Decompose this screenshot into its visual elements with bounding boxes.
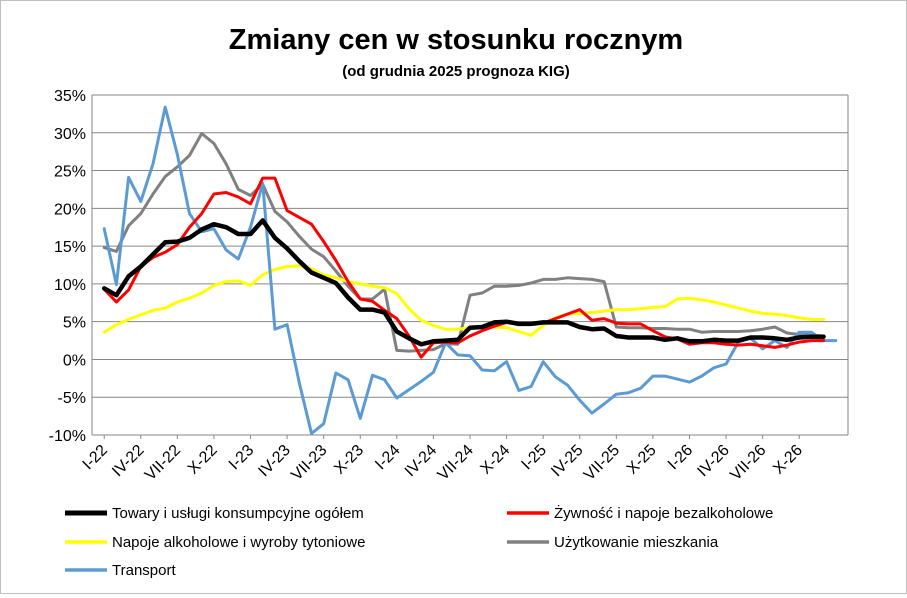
y-tick-label: -10% [49,428,86,445]
x-tick-label: VII-23 [288,442,330,484]
x-tick-label: X-23 [331,442,367,478]
x-tick-label: VII-22 [142,442,184,484]
series-line-4 [102,105,838,435]
y-tick-label: 35% [54,88,86,105]
series-lines [101,105,838,435]
chart-title: Zmiany cen w stosunku rocznym [229,24,683,56]
y-tick-label: 20% [54,201,86,218]
x-tick-label: X-25 [624,442,660,478]
x-tick-label: I-24 [372,442,404,474]
series-line-2 [102,264,826,337]
x-tick-label: X-24 [477,442,513,478]
y-tick-label: 10% [54,277,86,294]
chart-subtitle: (od grudnia 2025 prognoza KIG) [342,63,570,80]
x-tick-label: VII-25 [581,442,623,484]
y-tick-label: 25% [54,164,86,181]
x-tick-label: I-26 [665,442,697,474]
legend-label: Żywność i napoje bezalkoholowe [554,504,773,522]
y-axis-ticks: 35% 30% 25% 20% 15% 10% 5% 0% -5% -10% [49,88,86,445]
x-tick-label: IV-26 [694,442,733,481]
legend-label: Użytkowanie mieszkania [554,534,719,551]
series-line-3 [102,132,826,353]
y-tick-label: 5% [63,315,86,332]
x-tick-label: I-23 [226,442,258,474]
x-tick-label: VII-24 [435,442,477,484]
series-line-0 [101,218,826,347]
legend-label: Napoje alkoholowe i wyroby tytoniowe [112,534,365,551]
x-tick-label: X-22 [185,442,221,478]
x-tick-label: X-26 [770,442,806,478]
legend-label: Transport [112,562,176,579]
x-tick-label: IV-25 [548,442,587,481]
legend: Towary i usługi konsumpcyjne ogółem Żywno… [65,504,773,579]
legend-label: Towary i usługi konsumpcyjne ogółem [112,505,364,522]
gridlines [91,94,849,436]
x-tick-label: I-25 [518,442,550,474]
y-tick-label: 15% [54,239,86,256]
x-tick-label: IV-23 [255,442,294,481]
x-tick-label: I-22 [80,442,112,474]
y-tick-label: -5% [58,390,86,407]
x-tick-label: IV-22 [109,442,148,481]
y-tick-label: 0% [63,352,86,369]
y-tick-label: 30% [54,126,86,143]
x-tick-label: VII-26 [727,442,769,484]
x-tick-label: IV-24 [402,442,441,481]
